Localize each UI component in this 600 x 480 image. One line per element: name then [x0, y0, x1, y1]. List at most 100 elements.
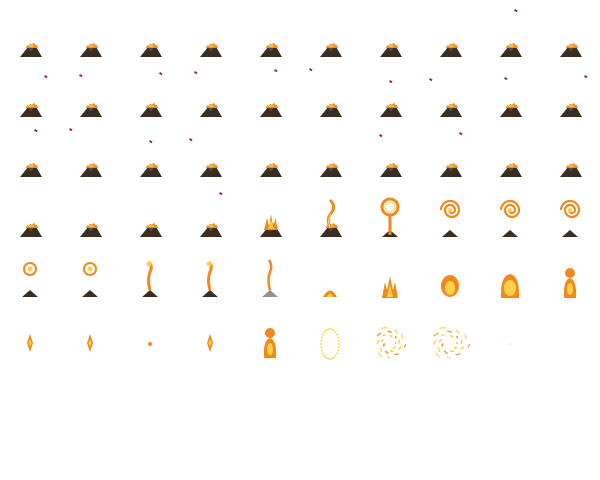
spark-tiny-sprite	[148, 342, 152, 346]
volcano-sprite	[500, 163, 522, 177]
sprite-frame-volcano	[180, 180, 240, 240]
volcano-sprite	[20, 223, 42, 237]
wisp-sprite	[142, 260, 158, 297]
sprite-frame-spirit-burst	[360, 300, 420, 360]
sprite-frame-fire-loop	[360, 180, 420, 240]
volcano-sprite	[440, 43, 462, 57]
volcano-sprite	[560, 75, 588, 117]
fire-spirit-sprite	[563, 268, 577, 298]
sprite-frame-fire-spiral	[480, 180, 540, 240]
sprite-frame-volcano	[540, 0, 600, 60]
flame-rise-sprite	[382, 276, 398, 298]
sprite-frame-volcano	[480, 60, 540, 120]
volcano-sprite	[140, 223, 162, 237]
sprite-frame-volcano	[300, 120, 360, 180]
sprite-frame-volcano	[420, 120, 480, 180]
volcano-sprite	[320, 163, 342, 177]
fire-spirit-sprite	[263, 328, 277, 358]
fade-sprite	[503, 337, 511, 345]
sprite-frame-volcano	[120, 180, 180, 240]
volcano-sprite	[79, 74, 102, 117]
volcano-sprite	[560, 163, 582, 177]
sprite-frame-spirit-burst-wide	[420, 300, 480, 360]
fire-spiral-sprite	[439, 199, 461, 237]
sprite-frame-volcano	[180, 0, 240, 60]
volcano-sprite	[140, 72, 163, 117]
sprite-frame-fire-spiral	[540, 180, 600, 240]
sprite-frame-spark	[0, 300, 60, 360]
volcano-sprite	[20, 128, 42, 177]
sprite-frame-volcano	[240, 120, 300, 180]
volcano-sprite	[309, 68, 342, 117]
spiral-small-sprite	[82, 262, 98, 297]
sprite-frame-volcano	[120, 120, 180, 180]
volcano-sprite	[380, 43, 402, 57]
volcano-sprite	[200, 43, 222, 57]
sprite-frame-volcano	[0, 120, 60, 180]
fire-loop-sprite	[380, 197, 400, 237]
spark-sprite	[27, 334, 33, 352]
sprite-frame-flame-blob	[480, 240, 540, 300]
volcano-sprite	[260, 43, 282, 57]
sprite-frame-volcano	[120, 0, 180, 60]
sprite-frame-fire-burst	[240, 180, 300, 240]
fire-burst-sprite	[260, 214, 282, 237]
sprite-frame-ember-mound	[300, 240, 360, 300]
fire-ribbon-sprite	[320, 198, 342, 237]
volcano-sprite	[379, 134, 402, 177]
sprite-frame-volcano	[480, 120, 540, 180]
volcano-sprite	[194, 71, 222, 117]
flame-orb-sprite	[441, 275, 459, 297]
sprite-frame-spirit-dots	[300, 300, 360, 360]
sprite-frame-flame-rise	[360, 240, 420, 300]
sprite-frame-volcano	[480, 0, 540, 60]
sprite-frame-fire-spirit	[540, 240, 600, 300]
spark-sprite	[87, 334, 93, 352]
wisp-sprite	[202, 260, 218, 297]
volcano-sprite	[560, 43, 582, 57]
volcano-sprite	[320, 43, 342, 57]
ember-mound-sprite	[323, 290, 337, 297]
sprite-frame-volcano	[360, 0, 420, 60]
sprite-frame-spark	[60, 300, 120, 360]
sprite-frame-wisp	[180, 240, 240, 300]
sprite-frame-volcano	[60, 180, 120, 240]
sprite-frame-volcano	[300, 0, 360, 60]
sprite-frame-volcano	[120, 60, 180, 120]
volcano-sprite	[500, 8, 522, 57]
flame-blob-sprite	[500, 274, 520, 298]
volcano-sprite	[260, 69, 282, 117]
sprite-frame-volcano	[60, 0, 120, 60]
wisp-ash-sprite	[262, 259, 278, 297]
sprite-frame-fade	[480, 300, 540, 360]
sprite-frame-volcano	[0, 60, 60, 120]
sprite-frame-spiral-small	[60, 240, 120, 300]
sprite-frame-volcano	[300, 60, 360, 120]
volcano-sprite	[429, 78, 462, 117]
sprite-frame-volcano	[180, 120, 240, 180]
volcano-sprite	[189, 138, 222, 177]
sprite-frame-fire-spiral	[420, 180, 480, 240]
fire-spiral-sprite	[499, 199, 521, 237]
empty-sprite	[540, 300, 600, 360]
volcano-sprite	[20, 75, 48, 117]
sprite-frame-volcano	[360, 60, 420, 120]
volcano-sprite	[80, 223, 102, 237]
sprite-frame-volcano	[240, 0, 300, 60]
sprite-frame-fire-ribbon	[300, 180, 360, 240]
sprite-frame-volcano	[0, 180, 60, 240]
volcano-sprite	[500, 77, 522, 117]
volcano-sprite	[80, 43, 102, 57]
sprite-frame-fire-spirit	[240, 300, 300, 360]
volcano-sprite	[140, 43, 162, 57]
volcano-sprite	[440, 131, 463, 177]
sprite-frame-wisp	[120, 240, 180, 300]
spirit-burst-wide-sprite	[433, 326, 471, 359]
volcano-sprite	[69, 127, 102, 177]
spirit-dots-sprite	[320, 328, 340, 360]
sprite-frame-volcano	[540, 60, 600, 120]
sprite-frame-spiral-small	[0, 240, 60, 300]
sprite-frame-empty	[540, 300, 600, 360]
sprite-frame-volcano	[540, 120, 600, 180]
sprite-frame-volcano	[180, 60, 240, 120]
